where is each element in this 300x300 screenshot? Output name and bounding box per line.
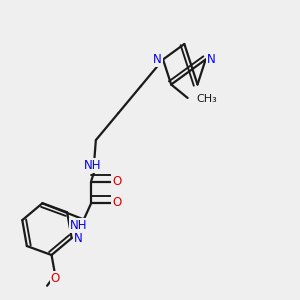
Text: O: O bbox=[112, 175, 122, 188]
Text: O: O bbox=[50, 272, 60, 284]
Text: N: N bbox=[153, 53, 162, 66]
Text: N: N bbox=[74, 232, 82, 244]
Text: O: O bbox=[112, 196, 122, 209]
Text: NH: NH bbox=[70, 219, 87, 232]
Text: CH₃: CH₃ bbox=[196, 94, 217, 104]
Text: NH: NH bbox=[84, 159, 102, 172]
Text: N: N bbox=[207, 53, 215, 66]
